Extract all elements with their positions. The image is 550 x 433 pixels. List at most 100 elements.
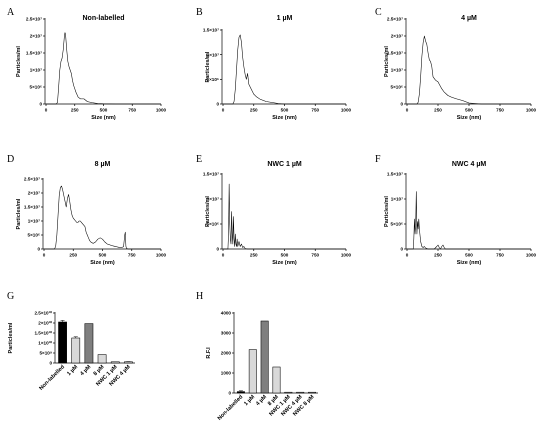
y-tick-label: 4000 xyxy=(221,311,232,316)
bar xyxy=(260,320,269,394)
panel-label: F xyxy=(375,154,381,165)
y-tick-label: 0 xyxy=(216,247,219,252)
y-tick-label: 2.5×10⁷ xyxy=(24,177,40,182)
y-tick-label: 1×10⁷ xyxy=(391,197,403,202)
category-label: 1 µM xyxy=(243,394,256,407)
y-tick-label: 0 xyxy=(216,102,219,107)
y-tick-label: 2000 xyxy=(221,351,232,356)
category-label: Non-labelled xyxy=(217,394,245,422)
panel-label: B xyxy=(196,7,203,18)
series-line xyxy=(46,32,161,105)
x-tick-label: 1000 xyxy=(341,253,352,258)
y-tick-label: 0 xyxy=(228,391,231,396)
bar xyxy=(110,361,120,364)
x-axis-label: Size (nm) xyxy=(457,260,482,266)
y-tick-label: 0 xyxy=(49,361,52,366)
y-tick-label: 1×10⁷ xyxy=(28,219,40,224)
series-line xyxy=(223,183,346,250)
series-line xyxy=(223,34,346,105)
x-tick-label: 250 xyxy=(71,108,79,113)
y-axis-label: Particles/ml xyxy=(384,196,390,227)
bar xyxy=(124,361,133,364)
category-label: 4 µM xyxy=(255,394,268,407)
series-line xyxy=(407,35,531,105)
x-tick-label: 750 xyxy=(496,108,504,113)
y-tick-label: 0 xyxy=(37,247,40,252)
y-tick-label: 5×10⁶ xyxy=(391,85,403,90)
y-tick-label: 2×10⁷ xyxy=(391,34,403,39)
x-tick-label: 750 xyxy=(128,108,136,113)
panel-d: D 8 µM 0 5×10⁶ 1×10⁷ 1.5×10⁷ 2×10⁷ 2.5×10⁷ Parti… xyxy=(7,154,167,266)
panel-c: C 4 µM 0 5×10⁶ 1×10⁷ 1.5×10⁷ 2×10⁷ 2.5×10⁷ Parti… xyxy=(375,7,537,121)
y-tick-label: 5×10⁹ xyxy=(39,351,52,356)
x-axis-label: Size (nm) xyxy=(457,115,482,121)
x-tick-label: 250 xyxy=(434,253,442,258)
y-tick-label: 1.5×10⁷ xyxy=(387,51,403,56)
bar xyxy=(71,337,81,364)
x-axis-label: Size (nm) xyxy=(272,260,297,266)
x-axis-label: Size (nm) xyxy=(91,115,116,121)
bar xyxy=(97,354,107,364)
y-tick-label: 0 xyxy=(39,102,42,107)
x-tick-label: 1000 xyxy=(526,108,537,113)
panel-g: G 0 5×10⁹ 1×10¹⁰ 1.5×10¹⁰ 2×10¹⁰ 2.5×10¹⁰ Parti… xyxy=(7,291,135,392)
bar xyxy=(236,391,245,394)
x-tick-label: 500 xyxy=(99,253,107,258)
panel-title: NWC 1 µM xyxy=(267,161,302,168)
y-tick-label: 1×10⁷ xyxy=(207,52,219,57)
y-tick-label: 0 xyxy=(400,102,403,107)
y-axis-label: Particles/ml xyxy=(384,46,390,77)
y-tick-label: 1×10⁷ xyxy=(207,197,219,202)
x-tick-label: 1000 xyxy=(526,253,537,258)
x-tick-label: 250 xyxy=(250,253,258,258)
x-tick-label: 500 xyxy=(281,108,289,113)
y-tick-label: 2.5×10⁷ xyxy=(26,17,42,22)
y-tick-label: 1×10⁷ xyxy=(391,68,403,73)
x-tick-label: 750 xyxy=(311,108,319,113)
y-tick-label: 5×10⁶ xyxy=(28,233,40,238)
category-label: Non-labelled xyxy=(38,364,66,392)
x-tick-label: 500 xyxy=(281,253,289,258)
y-tick-label: 1.5×10⁷ xyxy=(387,172,403,177)
panel-title: 1 µM xyxy=(277,15,293,22)
x-tick-label: 250 xyxy=(434,108,442,113)
panel-a: A Non-labelled 0 5×10⁶ 1×10⁷ 1.5×10⁷ 2×10⁷ 2.5×… xyxy=(7,7,167,121)
category-label: 4 µM xyxy=(79,364,92,377)
panel-title: 8 µM xyxy=(95,161,111,168)
x-tick-label: 250 xyxy=(250,108,258,113)
x-tick-label: 0 xyxy=(222,253,225,258)
x-tick-label: 500 xyxy=(465,253,473,258)
y-axis-label: Particles/ml xyxy=(16,46,22,77)
x-axis-label: Size (nm) xyxy=(90,260,115,266)
bar xyxy=(296,391,305,394)
y-tick-label: 1.5×10⁷ xyxy=(24,205,40,210)
panel-title: 4 µM xyxy=(461,15,477,22)
y-tick-label: 2×10¹⁰ xyxy=(38,321,52,326)
panel-e: E NWC 1 µM 0 5×10⁶ 1×10⁷ 1.5×10⁷ Particles/ml 0… xyxy=(196,154,352,266)
series-line xyxy=(44,185,161,250)
panel-label: E xyxy=(196,154,202,165)
panel-label: G xyxy=(7,291,14,302)
panel-label: D xyxy=(7,154,14,165)
x-tick-label: 0 xyxy=(43,253,46,258)
y-tick-label: 5×10⁶ xyxy=(207,222,219,227)
series-line xyxy=(407,191,531,250)
y-axis-label: Particles/ml xyxy=(205,51,211,82)
y-tick-label: 1000 xyxy=(221,371,232,376)
bar xyxy=(272,366,281,394)
panel-title: Non-labelled xyxy=(82,15,124,22)
y-axis-label: R.F.I xyxy=(206,347,212,359)
y-tick-label: 2×10⁷ xyxy=(28,191,40,196)
x-tick-label: 1000 xyxy=(156,108,167,113)
bar xyxy=(248,349,257,394)
y-tick-label: 2.5×10⁷ xyxy=(387,17,403,22)
y-tick-label: 0 xyxy=(400,247,403,252)
x-tick-label: 250 xyxy=(69,253,77,258)
x-axis-label: Size (nm) xyxy=(272,115,297,121)
y-tick-label: 1.5×10⁷ xyxy=(203,28,219,33)
x-tick-label: 750 xyxy=(311,253,319,258)
x-tick-label: 1000 xyxy=(156,253,167,258)
category-label: 1 µM xyxy=(66,364,79,377)
panel-title: NWC 4 µM xyxy=(452,161,487,168)
